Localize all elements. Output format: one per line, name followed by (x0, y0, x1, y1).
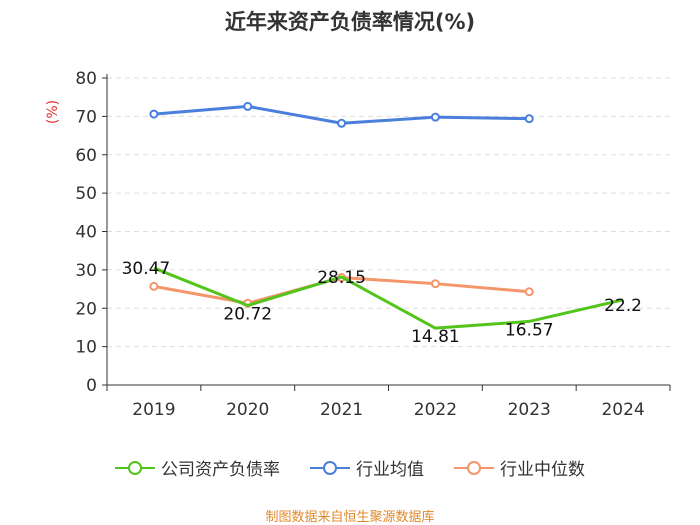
x-tick-label: 2023 (508, 400, 551, 420)
legend-item-industry-mean[interactable]: 行业均值 (310, 455, 424, 480)
y-tick-label: 50 (75, 184, 97, 204)
series-point-2 (524, 287, 534, 297)
series-point-1 (337, 118, 347, 128)
series-point-1 (243, 101, 253, 111)
y-tick-label: 80 (75, 69, 97, 89)
legend-item-industry-median[interactable]: 行业中位数 (454, 455, 585, 480)
series-point-1 (149, 109, 159, 119)
series-point-1 (524, 114, 534, 124)
y-tick-label: 10 (75, 338, 97, 358)
legend-item-company[interactable]: 公司资产负债率 (115, 455, 280, 480)
series-point-1 (430, 112, 440, 122)
y-tick-label: 60 (75, 146, 97, 166)
y-tick-label: 0 (86, 376, 97, 396)
x-tick-label: 2019 (132, 400, 175, 420)
legend-label-company: 公司资产负债率 (161, 460, 280, 480)
data-label: 20.72 (223, 304, 272, 324)
data-label: 22.2 (604, 296, 642, 316)
series-line-0 (153, 266, 624, 330)
legend-marker-industry-median-icon (454, 460, 494, 475)
x-tick-label: 2022 (414, 400, 457, 420)
y-tick-label: 20 (75, 299, 97, 319)
series-point-2 (430, 279, 440, 289)
legend-label-industry-mean: 行业均值 (356, 460, 424, 480)
source-note: 制图数据来自恒生聚源数据库 (265, 510, 435, 525)
series-point-2 (149, 281, 159, 291)
x-tick-label: 2020 (226, 400, 269, 420)
y-tick-label: 70 (75, 107, 97, 127)
y-axis-label: (%) (45, 100, 61, 124)
data-label: 16.57 (505, 320, 554, 340)
data-label: 30.47 (122, 259, 171, 279)
legend-marker-company-icon (115, 460, 155, 475)
data-label: 14.81 (411, 327, 460, 347)
legend-marker-industry-mean-icon (310, 460, 350, 475)
x-tick-label: 2021 (320, 400, 363, 420)
y-tick-label: 30 (75, 261, 97, 281)
chart-title: 近年来资产负债率情况(%) (224, 10, 476, 34)
chart-plot: 0 10 20 30 40 50 60 70 80 (%) 2019 2020 2021 2022 2023… (45, 69, 671, 420)
y-tick-label: 40 (75, 223, 97, 243)
legend: 公司资产负债率 行业均值 行业中位数 (0, 455, 700, 480)
data-label: 28.15 (317, 268, 366, 288)
x-tick-label: 2024 (601, 400, 644, 420)
legend-label-industry-median: 行业中位数 (500, 460, 585, 480)
